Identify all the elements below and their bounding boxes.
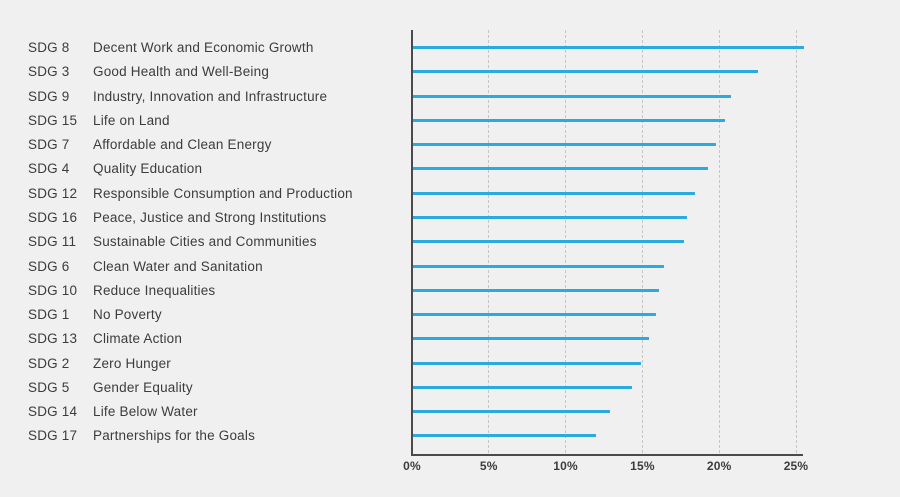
x-tick-label: 5% xyxy=(479,459,498,473)
sdg-name: Sustainable Cities and Communities xyxy=(93,234,317,250)
legend-row: SDG 4 Quality Education xyxy=(28,157,202,181)
sdg-number: SDG 12 xyxy=(28,185,78,201)
sdg-name: Zero Hunger xyxy=(93,355,171,371)
sdg-number: SDG 10 xyxy=(28,282,78,298)
legend-row: SDG 16 Peace, Justice and Strong Institut… xyxy=(28,205,326,229)
bar-sdg-10 xyxy=(412,288,660,292)
bar-sdg-15 xyxy=(412,118,726,122)
bar-sdg-6 xyxy=(412,264,664,268)
sdg-name: Industry, Innovation and Infrastructure xyxy=(93,88,328,104)
sdg-name: Affordable and Clean Energy xyxy=(93,137,272,153)
gridline xyxy=(795,30,797,453)
legend-row: SDG 15 Life on Land xyxy=(28,108,170,132)
bar-sdg-11 xyxy=(412,240,684,244)
sdg-number: SDG 2 xyxy=(28,355,70,371)
sdg-name: Life on Land xyxy=(93,112,170,128)
sdg-number: SDG 8 xyxy=(28,40,70,55)
sdg-number: SDG 14 xyxy=(28,404,78,420)
sdg-name: Gender Equality xyxy=(93,379,193,395)
x-tick-label: 0% xyxy=(403,459,421,473)
sdg-name: Partnerships for the Goals xyxy=(93,428,256,444)
legend-row: SDG 6 Clean Water and Sanitation xyxy=(28,254,263,278)
legend-row: SDG 1 No Poverty xyxy=(28,303,162,327)
bar-sdg-9 xyxy=(412,94,732,98)
sdg-name: Clean Water and Sanitation xyxy=(93,258,263,274)
sdg-number: SDG 9 xyxy=(28,88,70,104)
bar-sdg-17 xyxy=(412,434,597,438)
bar-sdg-4 xyxy=(412,167,709,171)
sdg-name: Reduce Inequalities xyxy=(93,282,216,298)
legend-row: SDG 12 Responsible Consumption and Produc… xyxy=(28,181,353,205)
legend-row: SDG 11 Sustainable Cities and Communities xyxy=(28,230,317,254)
legend-row: SDG 17 Partnerships for the Goals xyxy=(28,424,255,448)
sdg-number: SDG 6 xyxy=(28,258,70,274)
bar-sdg-7 xyxy=(412,143,717,147)
sdg-name: Responsible Consumption and Production xyxy=(93,185,353,201)
bar-sdg-2 xyxy=(412,361,641,365)
legend-row: SDG 7 Affordable and Clean Energy xyxy=(28,133,272,157)
sdg-number: SDG 15 xyxy=(28,112,78,128)
sdg-number: SDG 17 xyxy=(28,428,78,444)
bar-sdg-14 xyxy=(412,410,611,414)
sdg-number: SDG 16 xyxy=(28,209,78,225)
bar-sdg-5 xyxy=(412,385,632,389)
bar-sdg-3 xyxy=(412,70,758,74)
sdg-number: SDG 4 xyxy=(28,161,70,177)
sdg-name: No Poverty xyxy=(93,307,162,323)
legend-row: SDG 14 Life Below Water xyxy=(28,400,198,424)
legend-row: SDG 2 Zero Hunger xyxy=(28,351,171,375)
x-tick-label: 10% xyxy=(553,459,578,473)
bar-sdg-16 xyxy=(412,215,687,219)
bar-sdg-8 xyxy=(412,46,804,49)
sdg-name: Life Below Water xyxy=(93,404,198,420)
sdg-name: Quality Education xyxy=(93,161,203,177)
bar-sdg-12 xyxy=(412,191,695,195)
x-tick-label: 15% xyxy=(630,459,655,473)
sdg-number: SDG 11 xyxy=(28,234,77,250)
sdg-number: SDG 7 xyxy=(28,137,70,153)
legend-row: SDG 9 Industry, Innovation and Infrastruc… xyxy=(28,84,327,108)
x-axis-line xyxy=(410,453,803,456)
x-tick-label: 25% xyxy=(783,459,809,473)
sdg-name: Decent Work and Economic Growth xyxy=(93,40,314,55)
legend-row: SDG 10 Reduce Inequalities xyxy=(28,278,215,302)
legend-row: SDG 13 Climate Action xyxy=(28,327,182,351)
legend-row: SDG 3 Good Health and Well-Being xyxy=(28,60,269,84)
sdg-name: Good Health and Well-Being xyxy=(93,64,270,80)
sdg-number: SDG 1 xyxy=(28,307,70,323)
y-axis-line xyxy=(410,30,413,455)
sdg-number: SDG 3 xyxy=(28,64,70,80)
sdg-number: SDG 5 xyxy=(28,379,70,395)
sdg-name: Peace, Justice and Strong Institutions xyxy=(93,209,327,225)
bar-sdg-1 xyxy=(412,313,657,317)
legend-row: SDG 8 Decent Work and Economic Growth xyxy=(28,36,314,60)
bar-sdg-13 xyxy=(412,337,649,341)
gridline xyxy=(718,30,720,453)
sdg-number: SDG 13 xyxy=(28,331,78,347)
sdg-name: Climate Action xyxy=(93,331,183,347)
legend-row: SDG 5 Gender Equality xyxy=(28,375,193,399)
x-tick-label: 20% xyxy=(706,459,732,473)
